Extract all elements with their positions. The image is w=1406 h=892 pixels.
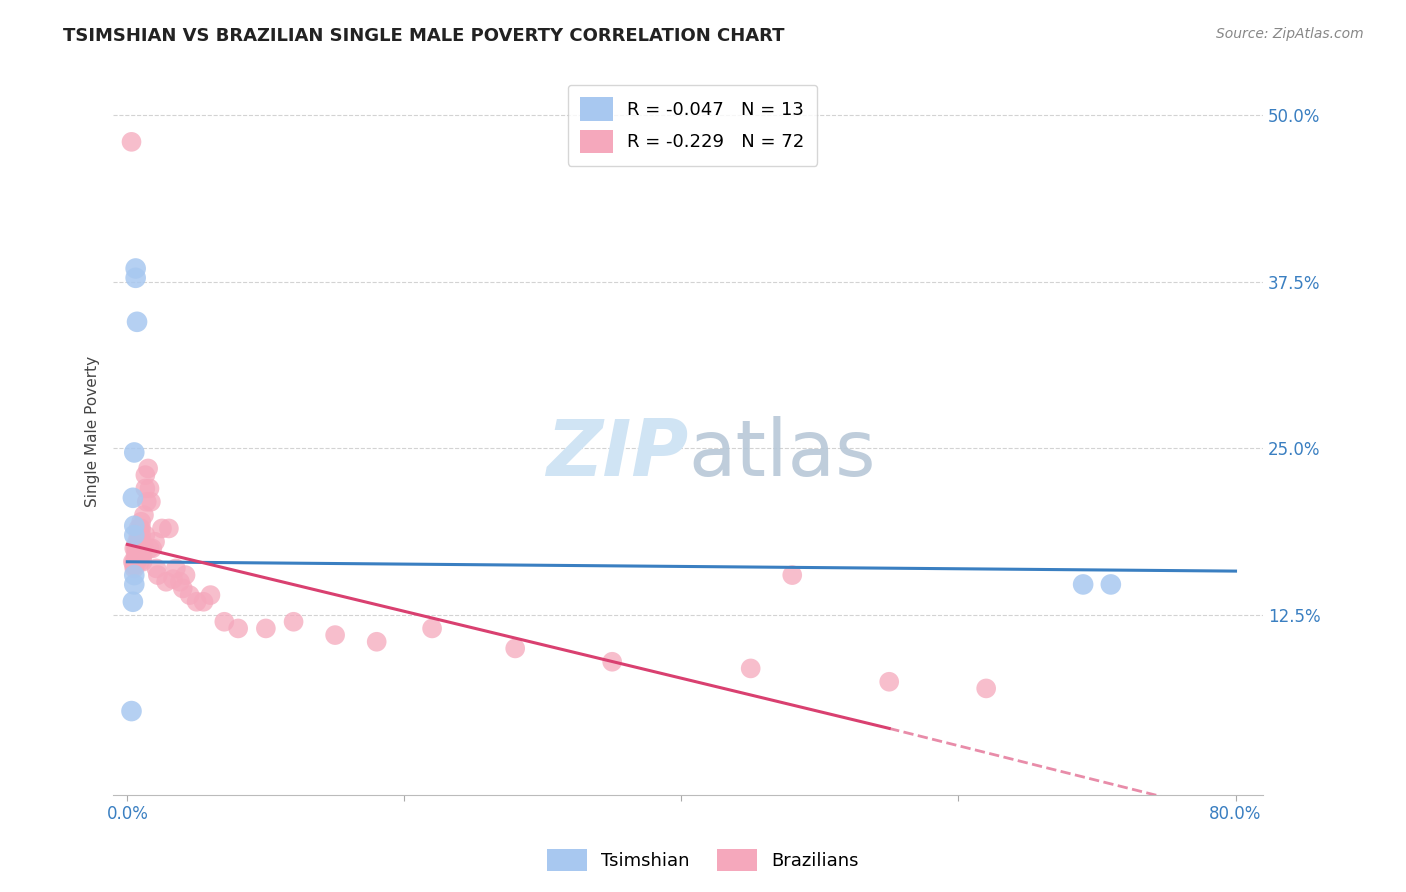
Point [1099,577,1122,591]
Y-axis label: Single Male Poverty: Single Male Poverty [86,356,100,508]
Text: TSIMSHIAN VS BRAZILIAN SINGLE MALE POVERTY CORRELATION CHART: TSIMSHIAN VS BRAZILIAN SINGLE MALE POVER… [63,27,785,45]
Point [600,655,623,669]
Point [174,568,197,582]
Point [366,634,388,648]
Point [136,461,159,475]
Point [323,628,346,642]
Point [214,615,236,629]
Point [134,528,156,542]
Text: ZIP: ZIP [546,416,689,491]
Point [780,568,803,582]
Point [127,534,149,549]
Point [125,541,148,556]
Point [128,548,150,562]
Text: atlas: atlas [689,416,876,491]
Point [122,558,145,573]
Point [143,534,166,549]
Point [124,555,146,569]
Point [141,541,163,556]
Point [155,574,177,589]
Point [165,561,187,575]
Point [131,541,153,556]
Point [135,495,157,509]
Point [134,468,156,483]
Point [193,595,215,609]
Point [121,135,143,149]
Legend: Tsimshian, Brazilians: Tsimshian, Brazilians [540,842,866,879]
Point [122,595,145,609]
Point [132,541,155,556]
Point [124,261,146,276]
Point [129,515,152,529]
Point [157,521,180,535]
Point [122,528,145,542]
Legend: R = -0.047   N = 13, R = -0.229   N = 72: R = -0.047 N = 13, R = -0.229 N = 72 [568,85,817,166]
Point [226,622,249,636]
Point [128,541,150,556]
Point [129,541,152,556]
Point [127,521,149,535]
Point [146,568,169,582]
Point [125,541,148,556]
Point [131,555,153,569]
Point [125,534,148,549]
Point [127,534,149,549]
Point [128,521,150,535]
Point [127,528,149,542]
Text: Source: ZipAtlas.com: Source: ZipAtlas.com [1216,27,1364,41]
Point [283,615,305,629]
Point [127,541,149,556]
Point [122,577,145,591]
Point [179,588,201,602]
Point [122,491,145,505]
Point [186,595,208,609]
Point [134,482,156,496]
Point [172,582,194,596]
Point [740,661,762,675]
Point [122,555,145,569]
Point [877,674,900,689]
Point [129,528,152,542]
Point [124,548,146,562]
Point [124,541,146,556]
Point [139,495,162,509]
Point [129,534,152,549]
Point [125,548,148,562]
Point [503,641,526,656]
Point [138,482,160,496]
Point [1071,577,1094,591]
Point [121,704,143,718]
Point [162,572,184,586]
Point [254,622,277,636]
Point [132,508,155,522]
Point [125,315,148,329]
Point [124,270,146,285]
Point [129,521,152,535]
Point [122,568,145,582]
Point [138,541,160,556]
Point [128,541,150,556]
Point [122,541,145,556]
Point [974,681,997,696]
Point [122,561,145,575]
Point [150,521,173,535]
Point [128,555,150,569]
Point [420,622,443,636]
Point [200,588,222,602]
Point [125,555,148,569]
Point [122,445,145,459]
Point [131,548,153,562]
Point [169,574,191,589]
Point [129,548,152,562]
Point [122,555,145,569]
Point [122,518,145,533]
Point [145,561,167,575]
